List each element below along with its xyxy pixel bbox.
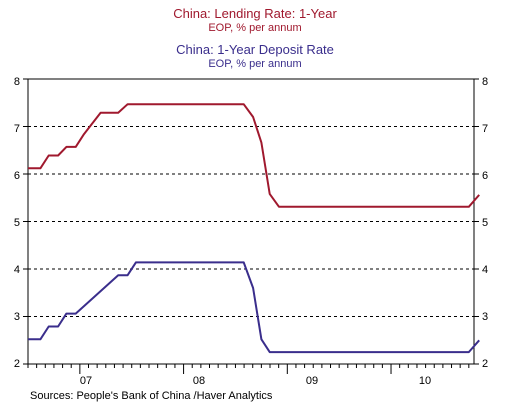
x-tick-label: 09	[306, 375, 318, 387]
y-axis-left: 8 7 6 5 4 3 2	[14, 76, 20, 370]
y-tick-label-left: 2	[14, 358, 20, 370]
y-tick-label-right: 7	[482, 123, 488, 135]
x-axis-minor-ticks	[27, 364, 470, 374]
y-tick-label-right: 5	[482, 217, 488, 229]
x-tick-label: 10	[419, 375, 431, 387]
y-tick-label-left: 7	[14, 123, 20, 135]
series-line-deposit-rate	[28, 261, 480, 354]
x-tick-label: 08	[193, 375, 205, 387]
y-tick-label-right: 6	[482, 170, 488, 182]
grid-lines	[23, 78, 479, 365]
chart-subtitle-deposit: EOP, % per annum	[208, 58, 301, 70]
y-tick-label-left: 6	[14, 170, 20, 182]
y-tick-label-left: 4	[14, 264, 20, 276]
y-tick-label-right: 3	[482, 311, 488, 323]
y-tick-label-left: 8	[14, 76, 20, 88]
y-tick-label-right: 2	[482, 358, 488, 370]
series-line-lending-rate	[28, 103, 480, 208]
y-axis-right: 8 7 6 5 4 3 2	[482, 76, 488, 370]
x-axis: 07 08 09 10	[80, 375, 431, 387]
y-tick-label-left: 5	[14, 217, 20, 229]
x-tick-label: 07	[80, 375, 92, 387]
chart-subtitle-lending: EOP, % per annum	[208, 22, 301, 34]
chart-title-lending: China: Lending Rate: 1-Year	[173, 6, 337, 21]
y-tick-label-right: 4	[482, 264, 488, 276]
y-tick-label-right: 8	[482, 76, 488, 88]
chart-title-deposit: China: 1-Year Deposit Rate	[176, 42, 334, 57]
source-note: Sources: People's Bank of China /Haver A…	[30, 390, 273, 402]
y-tick-label-left: 3	[14, 311, 20, 323]
